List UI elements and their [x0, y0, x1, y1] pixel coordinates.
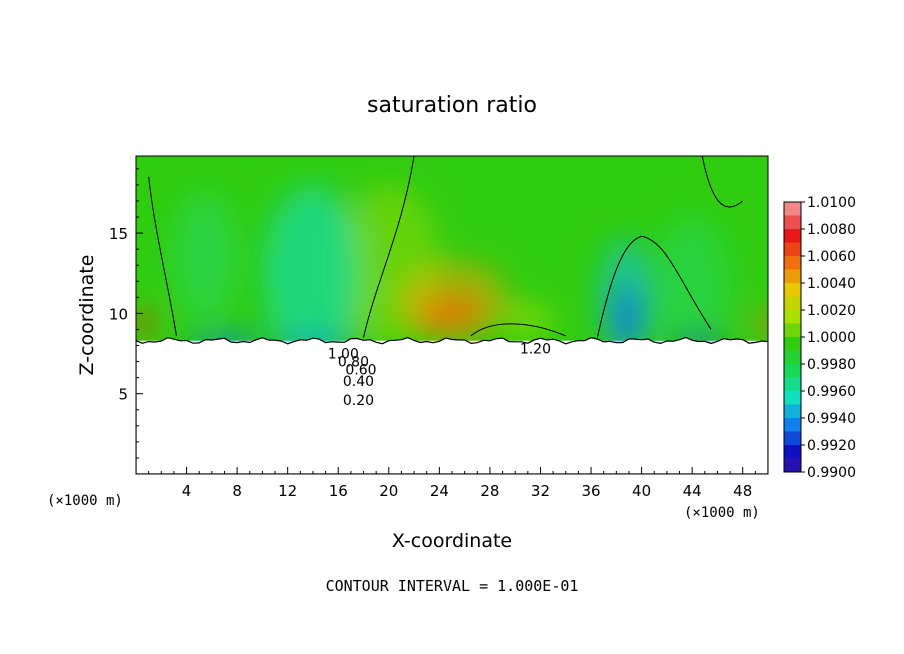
x-tick-label: 44 — [683, 482, 702, 500]
colorbar-swatch-lower — [784, 215, 801, 229]
colorbar-swatch-lower — [784, 458, 801, 472]
x-tick-label: 36 — [581, 482, 600, 500]
colorbar-swatch-lower — [784, 296, 801, 310]
dry-pocket-outline — [470, 323, 566, 337]
contour-label-4: 0.40 — [343, 374, 374, 390]
colorbar-label: 1.0000 — [807, 330, 856, 346]
contour-label-3: 0.60 — [345, 363, 376, 379]
field-anomaly-4 — [173, 192, 238, 322]
field-anomaly-8 — [136, 311, 153, 335]
colorbar-swatch-lower — [784, 431, 801, 445]
chart-title: saturation ratio — [367, 93, 537, 118]
cloud-base-region — [136, 336, 768, 474]
colorbar-label: 1.0100 — [807, 195, 856, 211]
y-axis-label: Z-coordinate — [76, 255, 98, 376]
y-tick-label: 10 — [109, 305, 128, 323]
x-unit-left: (×1000 m) — [47, 493, 123, 509]
x-tick-label: 20 — [379, 482, 398, 500]
contour-label-2: 0.80 — [338, 355, 369, 371]
y-tick-label: 5 — [118, 386, 128, 404]
colorbar-label: 0.9900 — [807, 465, 856, 481]
x-tick-label: 32 — [531, 482, 550, 500]
colorbar-label: 1.0020 — [807, 303, 856, 319]
contour-label-1: 1.00 — [328, 347, 359, 363]
x-tick-label: 24 — [430, 482, 449, 500]
colorbar: 1.0100 1.0080 1.0060 1.0040 1.0020 1.0000 0.99… — [783, 195, 856, 481]
field-anomaly-2 — [338, 184, 440, 346]
contour-label-0: 1.20 — [520, 342, 551, 358]
colorbar-swatch-lower — [784, 269, 801, 283]
x-unit-right: (×1000 m) — [684, 505, 760, 521]
contour-interval-note: CONTOUR INTERVAL = 1.000E-01 — [326, 577, 579, 595]
x-tick-label: 4 — [182, 482, 192, 500]
plume-boundary-center — [363, 156, 415, 338]
plume-boundary-top-right — [701, 156, 744, 208]
colorbar-label: 0.9960 — [807, 384, 856, 400]
x-tick-label: 48 — [733, 482, 752, 500]
colorbar-swatch-lower — [784, 242, 801, 256]
contour-label-5: 0.20 — [343, 393, 374, 409]
colorbar-swatch-lower — [784, 377, 801, 391]
field-anomaly-3 — [262, 184, 364, 362]
y-tick-label: 15 — [109, 225, 128, 243]
x-tick-label: 28 — [480, 482, 499, 500]
colorbar-label: 1.0040 — [807, 276, 856, 292]
colorbar-swatch-lower — [784, 323, 801, 337]
plot-area — [136, 156, 768, 474]
x-tick-label: 40 — [632, 482, 651, 500]
plume-boundary-right — [596, 235, 712, 338]
colorbar-swatch-lower — [784, 404, 801, 418]
colorbar-label: 0.9920 — [807, 438, 856, 454]
field-anomaly-10 — [502, 303, 554, 336]
field-anomaly-7 — [654, 217, 731, 362]
colorbar-label: 1.0080 — [807, 222, 856, 238]
colorbar-swatch-lower — [784, 350, 801, 364]
colorbar-label: 0.9940 — [807, 411, 856, 427]
field-anomaly-9 — [755, 311, 768, 335]
colorbar-label: 0.9980 — [807, 357, 856, 373]
field-anomaly-6 — [598, 239, 655, 356]
plume-boundary-left — [148, 176, 177, 336]
x-axis-label: X-coordinate — [392, 530, 512, 552]
x-tick-label: 12 — [278, 482, 297, 500]
colorbar-label: 1.0060 — [807, 249, 856, 265]
x-tick-label: 8 — [232, 482, 242, 500]
x-tick-label: 16 — [329, 482, 348, 500]
